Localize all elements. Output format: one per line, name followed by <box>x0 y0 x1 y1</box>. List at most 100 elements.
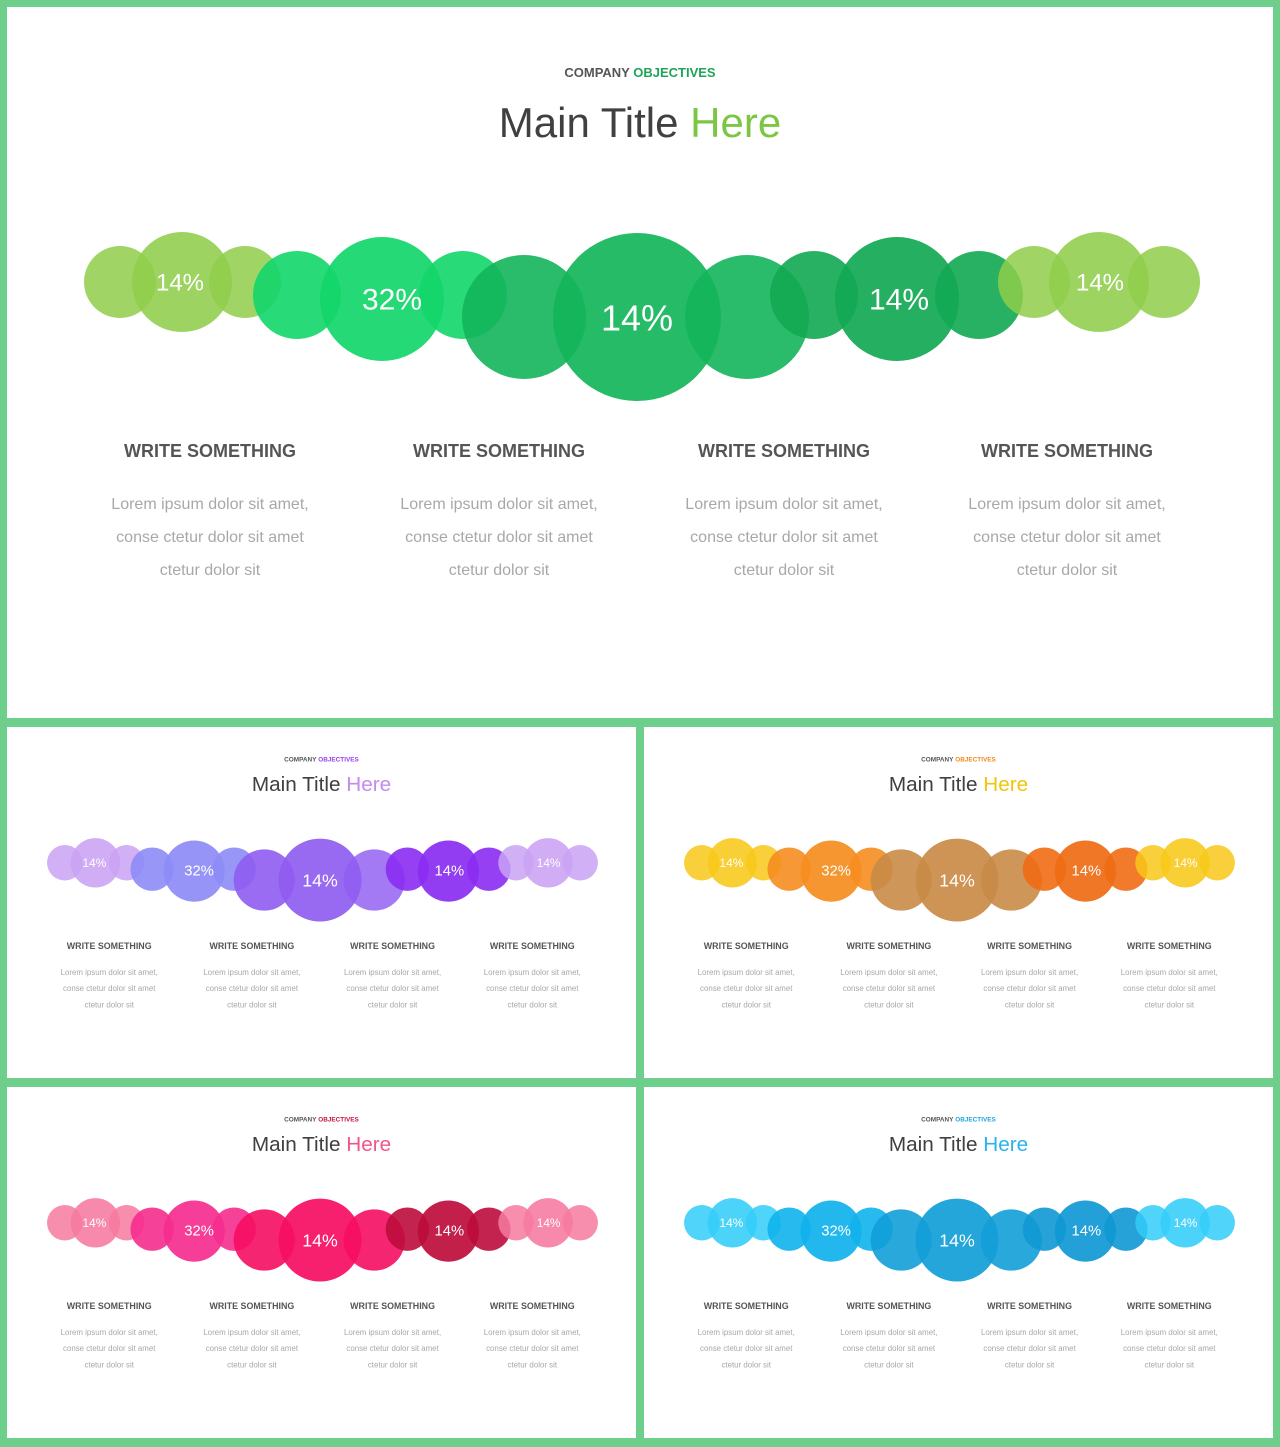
column-body-line: Lorem ipsum dolor sit amet, <box>1121 1328 1218 1337</box>
column-body-line: ctetur dolor sit <box>734 562 835 579</box>
slide-canvas: COMPANY OBJECTIVES Main Title Here 14% 32% 1… <box>684 757 1235 1009</box>
title-main: Main Title <box>889 773 978 796</box>
percentage-label: 14% <box>601 298 673 339</box>
column-heading: WRITE SOMETHING <box>490 1301 575 1311</box>
page-title: Main Title Here <box>889 1133 1028 1156</box>
title-accent: Here <box>346 773 391 796</box>
percentage-label: 14% <box>537 1216 561 1230</box>
column-heading: WRITE SOMETHING <box>987 1301 1072 1311</box>
column-body-line: conse ctetur dolor sit amet <box>690 529 878 546</box>
column-heading: WRITE SOMETHING <box>981 441 1153 461</box>
column-body-line: ctetur dolor sit <box>1145 1360 1195 1369</box>
column-body-line: ctetur dolor sit <box>508 1360 558 1369</box>
column-body-line: conse ctetur dolor sit amet <box>486 1344 579 1353</box>
bubble-circle <box>523 838 573 888</box>
bubble-circle <box>707 838 758 888</box>
bubble-circle <box>233 849 295 911</box>
bubble-circle <box>1022 847 1067 891</box>
bubble-group <box>47 838 598 922</box>
column-body-line: ctetur dolor sit <box>227 1000 277 1009</box>
bubble-circle <box>417 1200 479 1262</box>
bubble-circle <box>130 847 174 891</box>
title-accent: Here <box>346 1133 391 1156</box>
column-body-line: Lorem ipsum dolor sit amet, <box>1121 968 1218 977</box>
title-main: Main Title <box>499 99 679 146</box>
column-body-line: conse ctetur dolor sit amet <box>843 984 936 993</box>
percentage-label: 14% <box>435 864 465 880</box>
bubble-circle <box>385 1207 430 1251</box>
percentage-label: 32% <box>184 1224 214 1240</box>
percentage-label: 32% <box>184 864 214 880</box>
bubble-circle <box>770 251 858 339</box>
percentage-label: 14% <box>1076 270 1124 297</box>
column-heading: WRITE SOMETHING <box>413 441 585 461</box>
bubble-circle <box>800 840 862 902</box>
column-body-line: ctetur dolor sit <box>1145 1000 1195 1009</box>
bubble-group <box>684 838 1235 922</box>
column-heading: WRITE SOMETHING <box>124 441 296 461</box>
title-accent: Here <box>690 99 781 146</box>
column-body-line: Lorem ipsum dolor sit amet, <box>698 968 795 977</box>
title-main: Main Title <box>889 1133 978 1156</box>
column-body-line: conse ctetur dolor sit amet <box>983 1344 1076 1353</box>
bubble-circle <box>1054 1200 1116 1262</box>
column-heading: WRITE SOMETHING <box>490 941 575 951</box>
column-body-line: ctetur dolor sit <box>1017 562 1118 579</box>
percentage-label: 32% <box>821 864 851 880</box>
column-body-line: ctetur dolor sit <box>227 1360 277 1369</box>
bubble-circle <box>562 1204 598 1241</box>
slide-blue: COMPANY OBJECTIVES Main Title Here 14% 32% 1… <box>644 1087 1273 1438</box>
bubble-circle <box>800 1200 862 1262</box>
bubble-circle <box>835 237 959 361</box>
bubble-circle <box>498 844 534 881</box>
column-body-line: Lorem ipsum dolor sit amet, <box>840 1328 937 1337</box>
percentage-label: 14% <box>537 856 561 870</box>
kicker-objectives: OBJECTIVES <box>318 757 359 764</box>
page-title: Main Title Here <box>252 1133 391 1156</box>
bubble-circle <box>163 1200 225 1262</box>
column-heading: WRITE SOMETHING <box>704 941 789 951</box>
bubble-group <box>84 232 1200 401</box>
title-accent: Here <box>983 1133 1028 1156</box>
column-body-line: Lorem ipsum dolor sit amet, <box>61 968 158 977</box>
bubble-circle <box>385 847 430 891</box>
column-body-line: ctetur dolor sit <box>368 1360 418 1369</box>
kicker-text: COMPANY OBJECTIVES <box>284 1117 359 1124</box>
column-body-line: Lorem ipsum dolor sit amet, <box>968 496 1165 513</box>
column-body-line: conse ctetur dolor sit amet <box>700 1344 793 1353</box>
percentage-label: 14% <box>83 856 107 870</box>
column-body-line: ctetur dolor sit <box>508 1000 558 1009</box>
column-body-line: conse ctetur dolor sit amet <box>1123 984 1216 993</box>
column-heading: WRITE SOMETHING <box>67 941 152 951</box>
bubble-circle <box>915 1198 999 1282</box>
bubble-circle <box>70 838 121 888</box>
bubble-circle <box>320 237 444 361</box>
column-body-line: ctetur dolor sit <box>449 562 550 579</box>
bubble-circle <box>767 847 811 891</box>
percentage-label: 14% <box>1072 864 1102 880</box>
column-body-line: Lorem ipsum dolor sit amet, <box>111 496 308 513</box>
column-body-line: Lorem ipsum dolor sit amet, <box>61 1328 158 1337</box>
title-main: Main Title <box>252 1133 341 1156</box>
bubble-circle <box>253 251 341 339</box>
column-body-line: conse ctetur dolor sit amet <box>346 984 439 993</box>
column-body-line: ctetur dolor sit <box>864 1360 914 1369</box>
column-body-line: ctetur dolor sit <box>160 562 261 579</box>
column-body-line: Lorem ipsum dolor sit amet, <box>981 1328 1078 1337</box>
column-body-line: Lorem ipsum dolor sit amet, <box>400 496 597 513</box>
bubble-circle <box>1054 840 1116 902</box>
percentage-label: 32% <box>821 1224 851 1240</box>
column-body-line: ctetur dolor sit <box>721 1000 771 1009</box>
bubble-circle <box>462 255 586 379</box>
column-body-line: conse ctetur dolor sit amet <box>843 1344 936 1353</box>
kicker-company: COMPANY <box>921 1117 954 1124</box>
bubble-circle <box>523 1198 573 1248</box>
column-body-line: Lorem ipsum dolor sit amet, <box>344 968 441 977</box>
column-heading: WRITE SOMETHING <box>846 1301 931 1311</box>
column-body-line: conse ctetur dolor sit amet <box>63 1344 156 1353</box>
bubble-group <box>684 1198 1235 1282</box>
slide-canvas: COMPANY OBJECTIVES Main Title Here 14% 32% 1… <box>47 1117 598 1369</box>
percentage-label: 14% <box>302 1231 338 1251</box>
bubble-circle <box>767 1207 811 1251</box>
bubble-circle <box>870 849 932 911</box>
